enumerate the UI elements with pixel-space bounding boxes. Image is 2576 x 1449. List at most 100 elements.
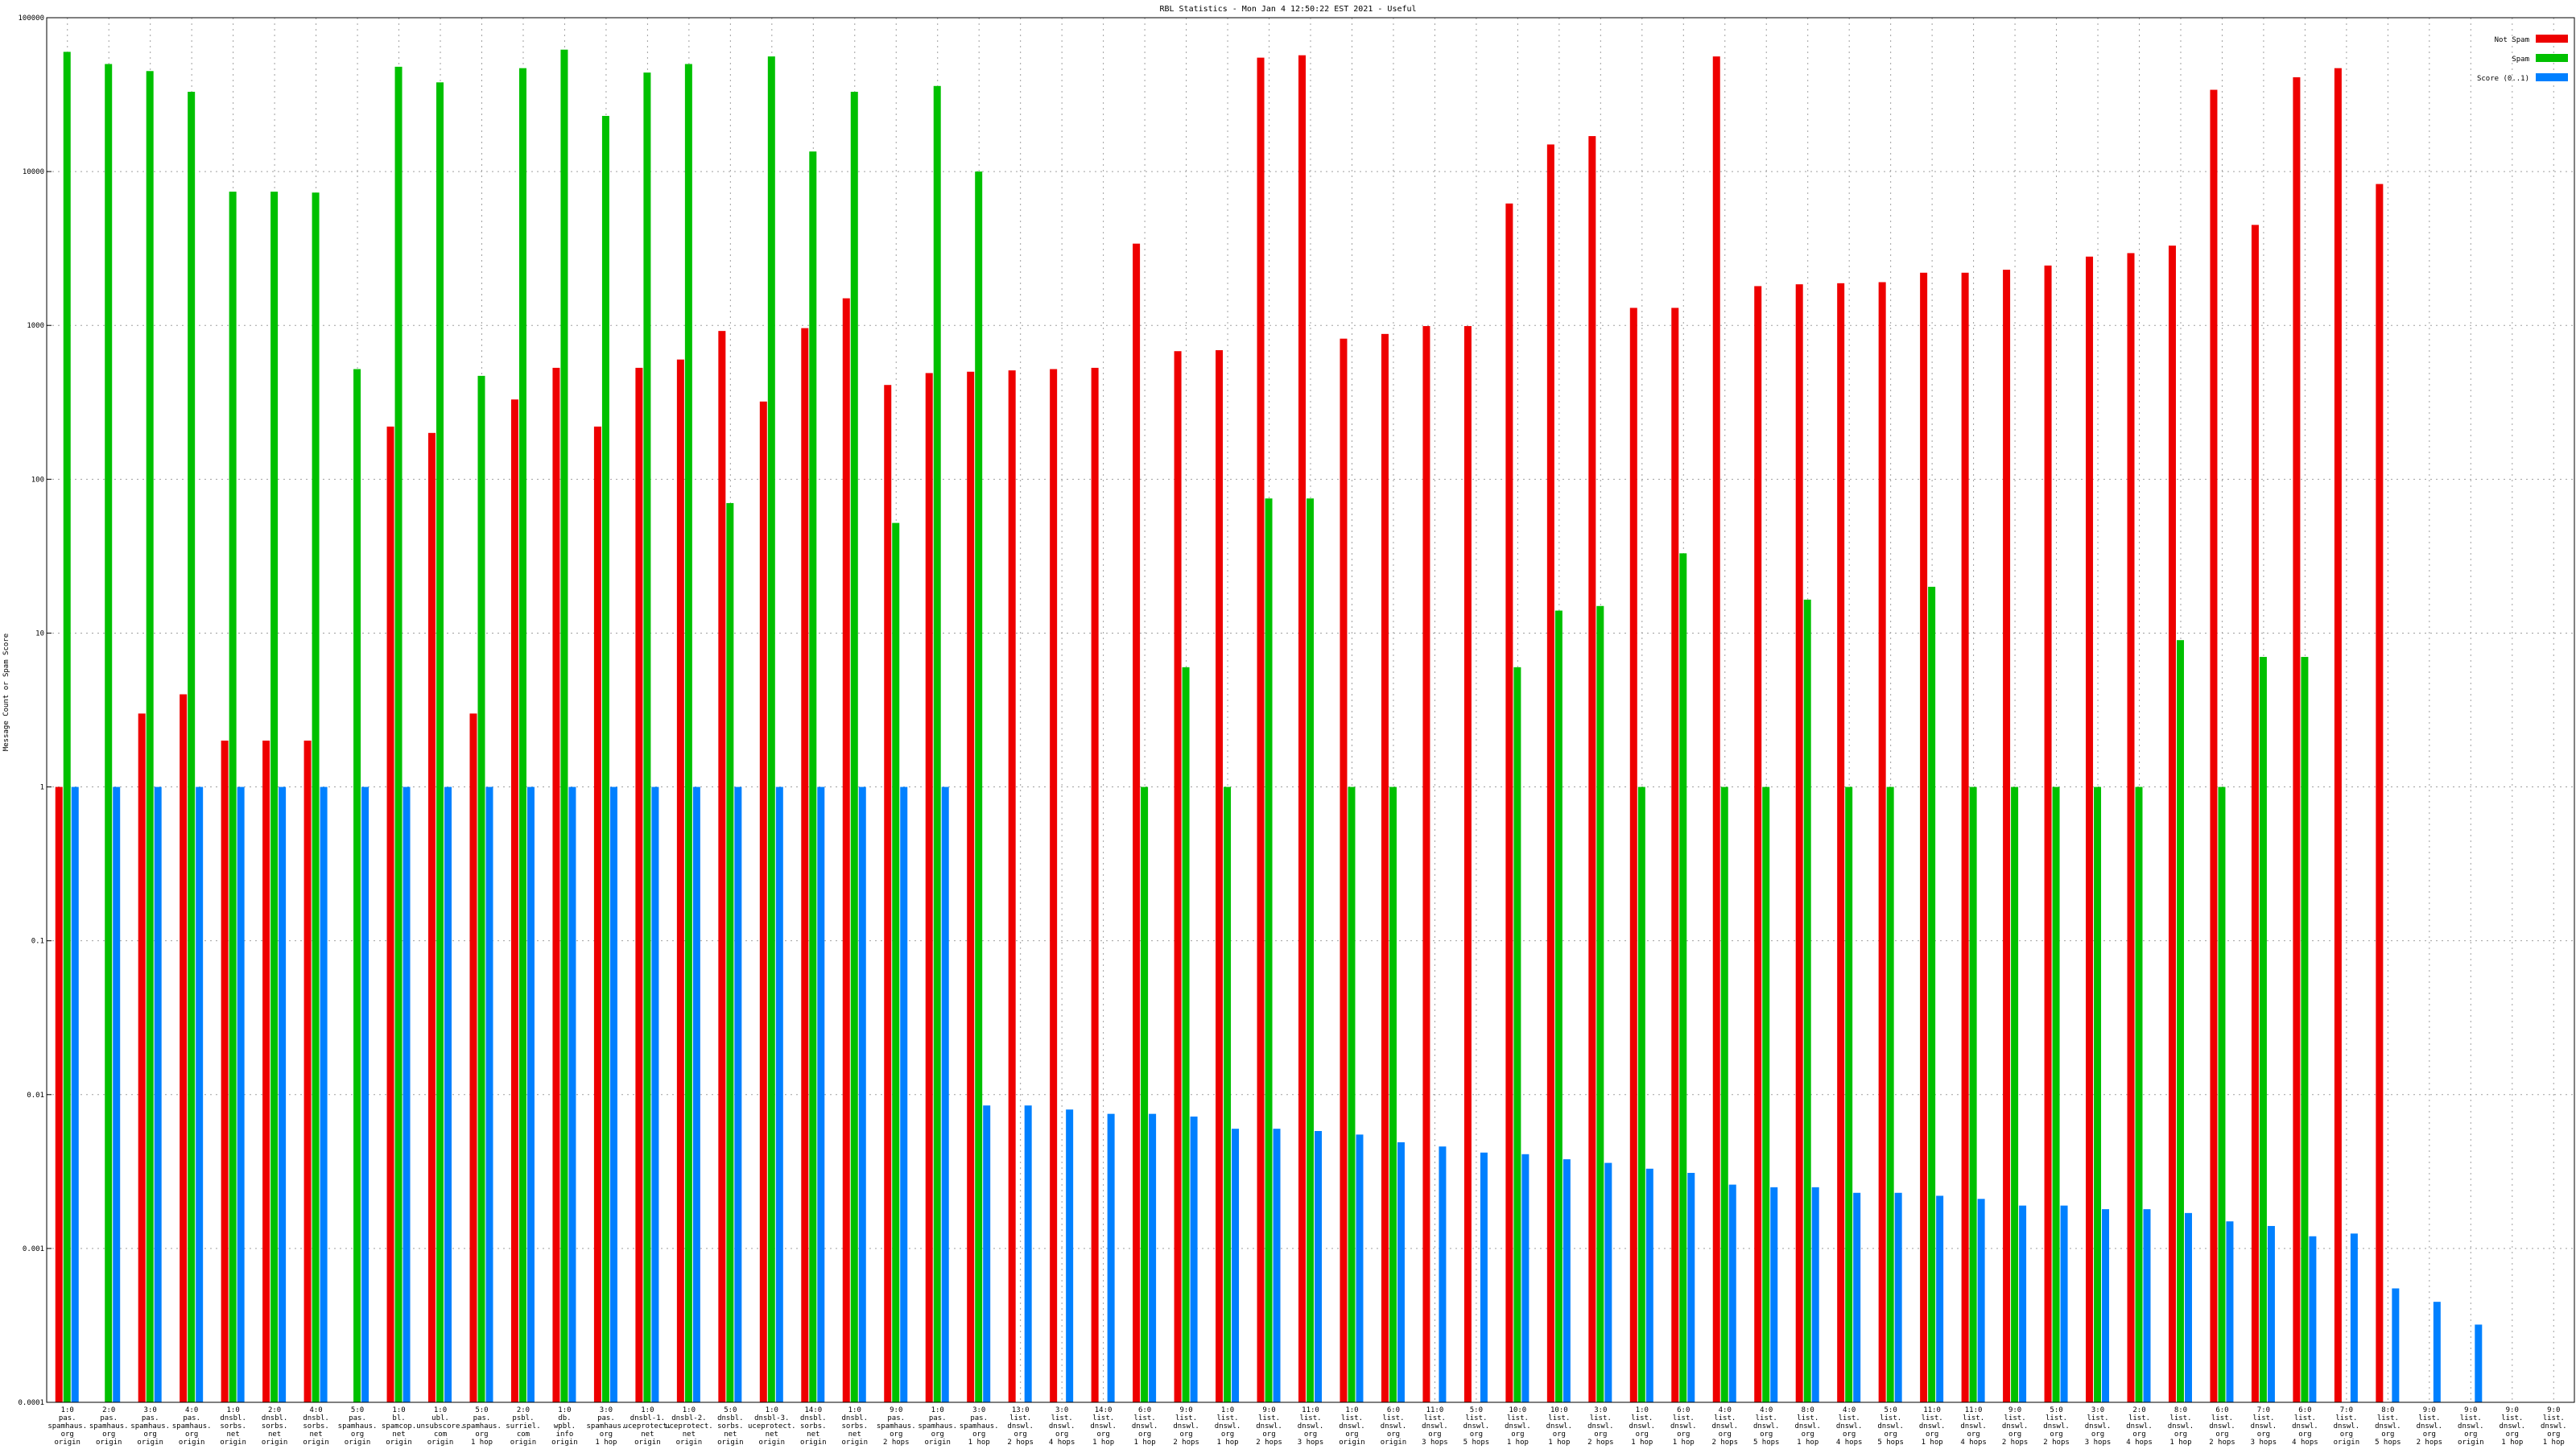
bar-score-0-1- <box>196 786 204 1402</box>
legend: Not Spam Spam Score (0..1) <box>2477 35 2568 83</box>
x-tick-label: 5:0 <box>1470 1406 1483 1414</box>
x-tick-label: list. <box>1341 1414 1363 1422</box>
x-tick-label: org <box>61 1430 74 1439</box>
x-tick-label: list. <box>2418 1414 2440 1422</box>
bar-score-0-1- <box>154 786 162 1402</box>
x-tick-label: org <box>1511 1430 1524 1439</box>
bar-score-0-1- <box>2184 1212 2192 1402</box>
bar-spam <box>270 192 279 1402</box>
x-tick-label: spamhaus. <box>877 1422 916 1430</box>
x-tick-label: uceprotect. <box>624 1422 672 1430</box>
bar-not-spam <box>1671 308 1679 1402</box>
bar-spam <box>518 68 526 1402</box>
bar-score-0-1- <box>1439 1146 1447 1402</box>
bar-score-0-1- <box>651 786 659 1402</box>
x-tick-label: org <box>1677 1430 1690 1439</box>
x-tick-label: uceprotect. <box>748 1422 796 1430</box>
x-tick-label: org <box>2050 1430 2062 1439</box>
bar-spam <box>1554 610 1563 1402</box>
x-tick-label: pas. <box>597 1414 615 1422</box>
x-tick-label: origin <box>1381 1439 1407 1447</box>
bar-not-spam <box>2086 256 2094 1402</box>
x-tick-label: wpbl. <box>554 1422 576 1430</box>
bar-not-spam <box>1837 283 1845 1402</box>
bar-spam <box>1513 667 1521 1402</box>
x-tick-label: spamhaus. <box>960 1422 999 1430</box>
bar-not-spam <box>1878 282 1886 1402</box>
x-tick-label: 4 hops <box>1960 1439 1987 1447</box>
x-tick-label: list. <box>1217 1414 1239 1422</box>
bar-not-spam <box>303 741 312 1402</box>
x-tick-label: 3:0 <box>2091 1406 2104 1414</box>
bar-spam <box>2259 657 2267 1402</box>
x-tick-label: 3:0 <box>600 1406 613 1414</box>
x-tick-label: 9:0 <box>2547 1406 2560 1414</box>
y-tick-label: 100000 <box>18 14 44 23</box>
bar-not-spam <box>138 713 146 1402</box>
bar-score-0-1- <box>402 786 411 1402</box>
bar-score-0-1- <box>2475 1324 2483 1402</box>
x-tick-label: 11:0 <box>1302 1406 1319 1414</box>
x-tick-label: ubl. <box>431 1414 449 1422</box>
x-tick-label: origin <box>842 1439 869 1447</box>
x-tick-label: dnswl. <box>1132 1422 1158 1430</box>
x-tick-label: 6:0 <box>1138 1406 1151 1414</box>
bar-spam <box>2052 786 2060 1402</box>
x-tick-label: 6:0 <box>1677 1406 1690 1414</box>
x-tick-label: 4:0 <box>1719 1406 1732 1414</box>
bar-score-0-1- <box>2350 1233 2358 1402</box>
bar-spam <box>933 85 941 1402</box>
bar-not-spam <box>428 432 436 1402</box>
plot-frame <box>46 17 2575 1403</box>
bar-not-spam <box>1629 308 1637 1402</box>
x-tick-label: pas. <box>142 1414 159 1422</box>
bar-score-0-1- <box>1521 1154 1530 1402</box>
x-tick-label: org <box>1055 1430 1068 1439</box>
bar-score-0-1- <box>2102 1209 2110 1402</box>
x-tick-label: list. <box>1548 1414 1570 1422</box>
x-tick-label: 11:0 <box>1923 1406 1941 1414</box>
x-tick-label: origin <box>427 1439 454 1447</box>
x-tick-label: net <box>766 1430 778 1439</box>
chart-title: RBL Statistics - Mon Jan 4 12:50:22 EST … <box>1159 5 1416 14</box>
bar-not-spam <box>1961 272 1969 1402</box>
x-tick-label: list. <box>2128 1414 2150 1422</box>
bar-score-0-1- <box>1728 1184 1736 1402</box>
bar-not-spam <box>676 359 684 1402</box>
bar-score-0-1- <box>941 786 949 1402</box>
x-tick-label: dnswl. <box>1090 1422 1117 1430</box>
x-tick-label: dnswl. <box>2126 1422 2153 1430</box>
x-tick-label: org <box>2215 1430 2228 1439</box>
bar-score-0-1- <box>444 786 452 1402</box>
bar-spam <box>1720 786 1728 1402</box>
x-tick-label: net <box>807 1430 819 1439</box>
x-tick-label: spamhaus. <box>172 1422 212 1430</box>
bar-not-spam <box>552 367 560 1403</box>
x-tick-label: 8:0 <box>1802 1406 1814 1414</box>
y-tick-label: 10 <box>35 630 44 638</box>
bar-spam <box>1886 786 1894 1402</box>
bar-not-spam <box>1133 243 1141 1403</box>
x-tick-label: pas. <box>100 1414 118 1422</box>
bar-spam <box>1141 786 1149 1402</box>
x-tick-label: 5:0 <box>1885 1406 1897 1414</box>
bar-spam <box>1679 553 1687 1403</box>
bar-not-spam <box>2044 265 2052 1402</box>
x-tick-label: org <box>2464 1430 2477 1439</box>
x-tick-label: spamhaus. <box>89 1422 129 1430</box>
x-tick-label: dnswl. <box>2417 1422 2443 1430</box>
bar-spam <box>1348 786 1356 1402</box>
x-tick-label: org <box>2381 1430 2394 1439</box>
x-tick-label: origin <box>717 1439 744 1447</box>
x-tick-label: db. <box>558 1414 571 1422</box>
x-tick-label: 6:0 <box>2215 1406 2228 1414</box>
x-tick-label: 8:0 <box>2174 1406 2187 1414</box>
bar-not-spam <box>180 694 188 1402</box>
x-tick-label: psbl. <box>512 1414 534 1422</box>
x-tick-label: 7:0 <box>2257 1406 2270 1414</box>
x-tick-label: org <box>1553 1430 1566 1439</box>
x-tick-label: org <box>102 1430 115 1439</box>
x-tick-label: list. <box>1299 1414 1321 1422</box>
bar-spam <box>2301 657 2309 1402</box>
